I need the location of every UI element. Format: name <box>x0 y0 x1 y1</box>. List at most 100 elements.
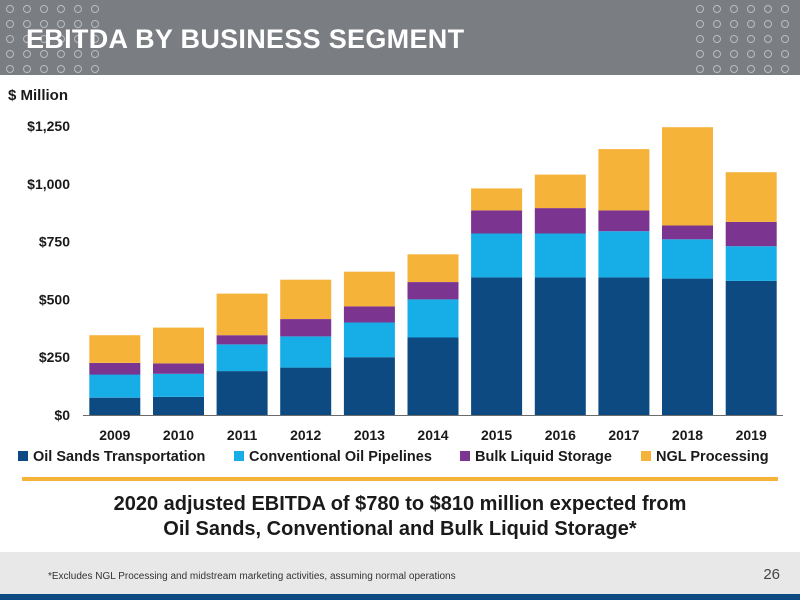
pattern-dot <box>781 20 789 28</box>
bar-segment-2016-s3 <box>534 174 586 209</box>
bar-segment-2015-s2 <box>471 210 523 234</box>
pattern-dot <box>74 65 82 73</box>
bar-segment-2010-s0 <box>153 397 204 415</box>
y-axis-unit-label: $ Million <box>8 87 68 104</box>
bar-segment-2013-s0 <box>343 357 395 415</box>
footer-band <box>0 552 800 594</box>
pattern-dot <box>747 20 755 28</box>
pattern-dot <box>713 35 721 43</box>
legend-item-bulk-storage: Bulk Liquid Storage <box>460 449 612 465</box>
legend-label-bulk-storage: Bulk Liquid Storage <box>475 449 612 465</box>
y-tick-label: $750 <box>39 234 70 250</box>
pattern-dot <box>781 35 789 43</box>
page-title: EBITDA BY BUSINESS SEGMENT <box>26 24 465 54</box>
pattern-dot <box>6 65 14 73</box>
pattern-dot <box>781 5 789 13</box>
dot-pattern-right <box>690 0 800 75</box>
pattern-dot <box>6 35 14 43</box>
pattern-dot <box>730 35 738 43</box>
pattern-dot <box>747 65 755 73</box>
pattern-dot <box>730 65 738 73</box>
pattern-dot <box>747 50 755 58</box>
x-tick-label: 2012 <box>290 427 321 443</box>
legend-item-ngl: NGL Processing <box>641 449 769 465</box>
bar-segment-2016-s0 <box>534 277 586 415</box>
bar-segment-2016-s2 <box>534 208 586 234</box>
pattern-dot <box>730 20 738 28</box>
title-banner: EBITDA BY BUSINESS SEGMENT <box>0 0 800 75</box>
bar-segment-2015-s3 <box>471 188 523 211</box>
pattern-dot <box>40 35 48 43</box>
bar-segment-2010-s2 <box>153 363 204 374</box>
pattern-dot <box>91 35 99 43</box>
pattern-dot <box>6 50 14 58</box>
pattern-dot <box>696 20 704 28</box>
page-number: 26 <box>763 566 780 583</box>
bar-segment-2019-s1 <box>725 246 777 281</box>
legend-swatch-oil-sands <box>18 451 28 461</box>
pattern-dot <box>57 20 65 28</box>
pattern-dot <box>23 50 31 58</box>
pattern-dot <box>764 20 772 28</box>
legend-swatch-bulk-storage <box>460 451 470 461</box>
pattern-dot <box>57 65 65 73</box>
footnote: *Excludes NGL Processing and midstream m… <box>48 571 456 582</box>
bar-segment-2013-s3 <box>343 271 395 307</box>
bar-segment-2018-s3 <box>662 127 713 226</box>
y-tick-label: $250 <box>39 349 70 365</box>
pattern-dot <box>57 35 65 43</box>
pattern-dot <box>74 5 82 13</box>
pattern-dot <box>747 35 755 43</box>
bar-segment-2011-s2 <box>216 335 268 345</box>
bar-segment-2012-s2 <box>280 319 332 337</box>
bar-segment-2011-s1 <box>216 344 268 372</box>
bar-segment-2018-s1 <box>662 239 713 279</box>
bar-segment-2013-s2 <box>343 306 395 323</box>
pattern-dot <box>57 5 65 13</box>
x-tick-label: 2013 <box>354 427 385 443</box>
dot-pattern-left <box>0 0 110 75</box>
pattern-dot <box>696 65 704 73</box>
pattern-dot <box>74 20 82 28</box>
pattern-dot <box>696 35 704 43</box>
bar-segment-2014-s2 <box>407 282 459 300</box>
pattern-dot <box>696 50 704 58</box>
pattern-dot <box>730 50 738 58</box>
legend-label-conventional: Conventional Oil Pipelines <box>249 449 432 465</box>
bar-segment-2009-s3 <box>89 335 141 363</box>
pattern-dot <box>6 20 14 28</box>
pattern-dot <box>23 5 31 13</box>
outlook-callout: 2020 adjusted EBITDA of $780 to $810 mil… <box>0 492 800 542</box>
pattern-dot <box>57 50 65 58</box>
stacked-bar-chart: $0 $250 $500 $750 $1,000 $1,250 2009 2010 2011 20… <box>27 118 783 443</box>
pattern-dot <box>23 65 31 73</box>
bar-segment-2019-s3 <box>725 172 777 222</box>
bar-segment-2017-s1 <box>598 231 650 278</box>
pattern-dot <box>696 5 704 13</box>
bar-segment-2017-s3 <box>598 149 650 211</box>
bar-segment-2018-s0 <box>662 278 713 415</box>
bar-segment-2019-s0 <box>725 280 777 415</box>
legend-swatch-ngl <box>641 451 651 461</box>
pattern-dot <box>713 65 721 73</box>
pattern-dot <box>40 5 48 13</box>
pattern-dot <box>91 5 99 13</box>
pattern-dot <box>91 50 99 58</box>
pattern-dot <box>781 50 789 58</box>
callout-line-1: 2020 adjusted EBITDA of $780 to $810 mil… <box>113 493 687 515</box>
bar-segment-2018-s2 <box>662 225 713 240</box>
bar-segment-2010-s3 <box>153 327 204 364</box>
pattern-dot <box>713 20 721 28</box>
pattern-dot <box>23 35 31 43</box>
pattern-dot <box>764 5 772 13</box>
x-tick-label: 2016 <box>545 427 576 443</box>
pattern-dot <box>781 65 789 73</box>
pattern-dot <box>74 50 82 58</box>
bar-segment-2014-s0 <box>407 337 459 415</box>
pattern-dot <box>91 20 99 28</box>
y-tick-label: $1,000 <box>27 176 70 192</box>
y-tick-label: $500 <box>39 291 70 307</box>
x-tick-label: 2017 <box>608 427 639 443</box>
pattern-dot <box>23 20 31 28</box>
bar-segment-2010-s1 <box>153 373 204 397</box>
